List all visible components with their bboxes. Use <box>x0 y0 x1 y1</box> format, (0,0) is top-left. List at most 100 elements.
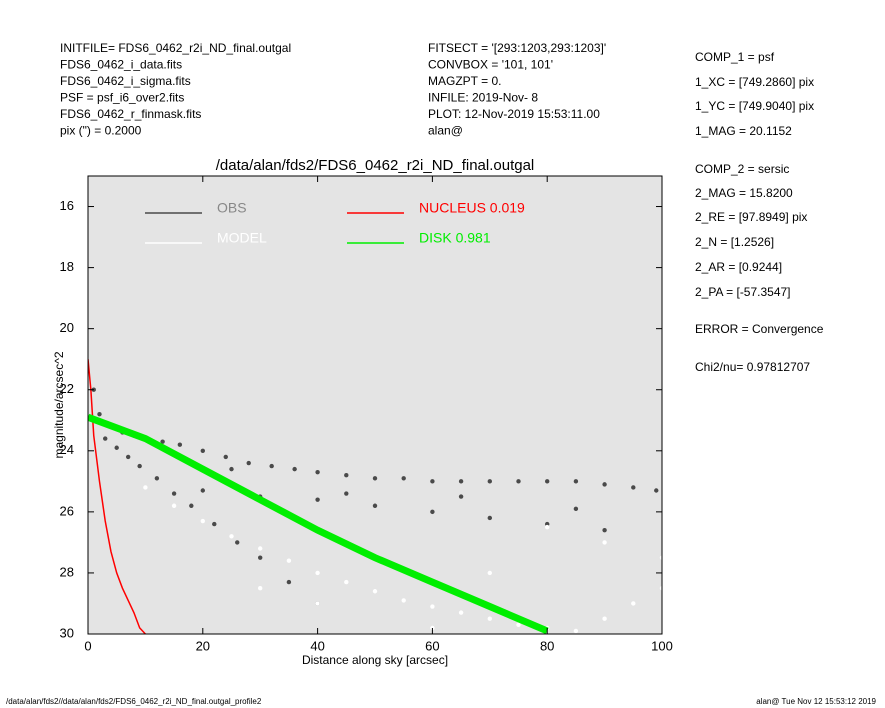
y-tick-label: 22 <box>60 381 74 396</box>
header-text: INITFILE= FDS6_0462_r2i_ND_final.outgal <box>60 41 291 55</box>
data-point <box>212 521 217 527</box>
data-point <box>246 460 251 466</box>
data-point <box>269 463 274 469</box>
data-point <box>143 485 148 490</box>
data-point <box>401 598 406 603</box>
data-point <box>103 436 108 441</box>
header-text: 1_MAG = 20.1152 <box>695 124 792 138</box>
data-point <box>516 479 521 484</box>
data-point <box>659 586 662 591</box>
y-tick-label: 20 <box>60 320 74 335</box>
data-point <box>602 616 607 621</box>
data-point <box>171 503 177 508</box>
plot-frame <box>87 175 663 635</box>
x-tick-label: 40 <box>310 638 324 653</box>
header-text: 2_N = [1.2526] <box>695 235 774 249</box>
data-point <box>258 586 263 591</box>
data-point <box>292 466 297 472</box>
data-point <box>545 521 550 527</box>
header-text: FDS6_0462_r_finmask.fits <box>60 107 201 121</box>
header-text: MAGZPT = 0. <box>428 74 501 88</box>
data-point <box>573 628 579 634</box>
data-point <box>487 479 492 484</box>
data-point <box>602 527 607 533</box>
y-tick-label: 24 <box>60 442 74 457</box>
data-point <box>487 616 492 621</box>
data-point <box>200 518 205 524</box>
data-point <box>344 491 349 496</box>
data-point <box>430 625 435 631</box>
data-point <box>258 546 263 551</box>
data-point <box>573 479 579 484</box>
data-point <box>516 622 521 628</box>
data-point <box>458 494 464 499</box>
data-point <box>372 503 378 508</box>
data-point <box>229 534 234 539</box>
x-axis-label: Distance along sky [arcsec] <box>302 653 448 667</box>
data-point <box>229 466 234 472</box>
data-point <box>258 555 263 560</box>
y-tick-label: 18 <box>60 259 74 274</box>
data-point <box>401 476 406 481</box>
data-point <box>631 601 636 606</box>
data-point <box>315 601 320 606</box>
y-tick-label: 30 <box>60 625 74 640</box>
header-text: 2_RE = [97.8949] pix <box>695 210 807 224</box>
data-point <box>315 570 320 576</box>
data-point <box>545 524 550 530</box>
header-text: CONVBOX = '101, 101' <box>428 58 553 72</box>
footer-right: alan@ Tue Nov 12 15:53:12 2019 <box>756 697 876 706</box>
y-tick-label: 26 <box>60 503 74 518</box>
data-point <box>372 476 378 481</box>
data-point <box>137 463 142 469</box>
data-point <box>487 570 492 576</box>
data-point <box>235 540 240 545</box>
data-point <box>602 482 607 487</box>
header-text: Chi2/nu= 0.97812707 <box>695 360 810 374</box>
x-tick-label: 20 <box>196 638 210 653</box>
header-text: FDS6_0462_i_data.fits <box>60 58 182 72</box>
data-point <box>177 442 183 447</box>
data-point <box>602 540 607 545</box>
plot-area <box>88 176 662 634</box>
legend-label: NUCLEUS 0.019 <box>419 200 525 216</box>
footer-left: /data/alan/fds2//data/alan/fds2/FDS6_046… <box>6 697 262 706</box>
header-text: INFILE: 2019-Nov- 8 <box>428 91 538 105</box>
data-point <box>458 610 464 615</box>
header-text: pix (") = 0.2000 <box>60 124 142 138</box>
data-point <box>344 579 349 585</box>
data-point <box>545 479 550 484</box>
data-point <box>654 488 659 493</box>
header-text: PSF = psf_i6_over2.fits <box>60 91 184 105</box>
data-point <box>315 497 320 502</box>
data-point <box>487 515 492 521</box>
data-point <box>114 445 119 450</box>
nucleus-line <box>88 359 146 634</box>
x-tick-label: 60 <box>425 638 439 653</box>
header-text: FITSECT = '[293:1203,293:1203]' <box>428 41 606 55</box>
data-point <box>573 506 579 512</box>
data-point <box>344 473 349 478</box>
data-point <box>458 479 464 484</box>
legend-label: OBS <box>217 200 247 216</box>
disk-band <box>88 413 549 634</box>
data-point <box>372 589 378 594</box>
x-tick-label: 100 <box>651 638 673 653</box>
data-point <box>171 491 177 496</box>
y-tick-label: 28 <box>60 564 74 579</box>
data-point <box>97 411 102 417</box>
data-point <box>286 558 292 563</box>
x-tick-label: 0 <box>84 638 91 653</box>
header-text: 2_PA = [-57.3547] <box>695 285 791 299</box>
data-point <box>286 579 292 585</box>
legend-label: MODEL <box>217 230 267 246</box>
data-point <box>430 604 435 609</box>
header-text: COMP_2 = sersic <box>695 162 789 176</box>
header-text: 1_XC = [749.2860] pix <box>695 75 814 89</box>
data-point <box>430 509 435 515</box>
legend-label: DISK 0.981 <box>419 230 491 246</box>
header-text: FDS6_0462_i_sigma.fits <box>60 74 191 88</box>
header-text: alan@ <box>428 124 463 138</box>
header-text: 2_MAG = 15.8200 <box>695 186 793 200</box>
